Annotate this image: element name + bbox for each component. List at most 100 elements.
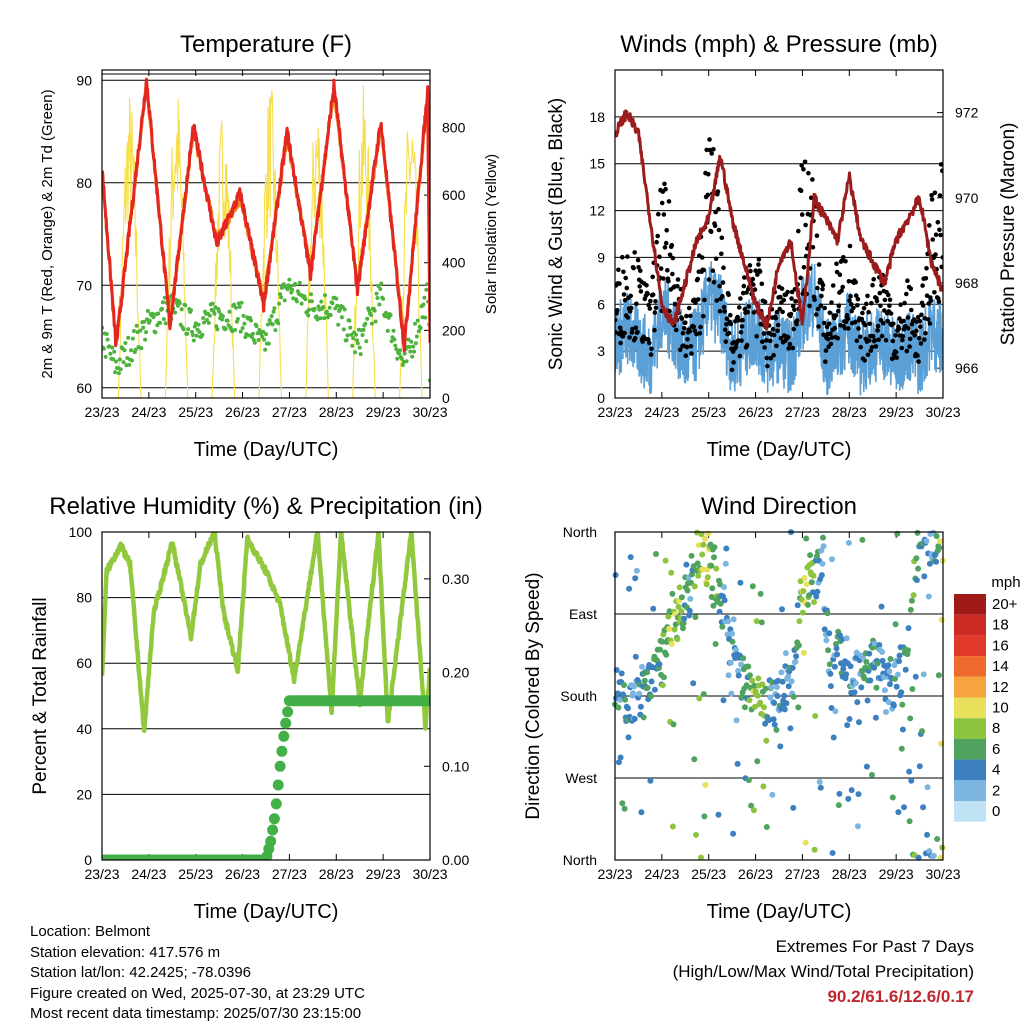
direction-point [686, 612, 693, 619]
dewpoint-point [161, 317, 166, 322]
gust-point [715, 189, 721, 194]
dewpoint-point [278, 292, 283, 297]
dewpoint-point [266, 341, 271, 346]
gust-point [647, 306, 653, 311]
direction-point [762, 685, 769, 692]
gust-point [785, 289, 790, 295]
location-text: Location: Belmont [30, 923, 151, 940]
dewpoint-point [243, 335, 248, 340]
y2-tick-label: 0.30 [442, 571, 469, 587]
gust-point [650, 292, 656, 298]
gust-point [740, 290, 746, 296]
gust-point [925, 317, 931, 322]
dewpoint-point [126, 335, 131, 340]
x-tick-label: 29/23 [879, 404, 914, 420]
direction-point [807, 552, 814, 559]
dewpoint-point [388, 313, 393, 318]
gust-point [770, 326, 776, 332]
y-tick-label: 70 [76, 277, 92, 293]
direction-point [811, 599, 817, 606]
gust-point [634, 301, 639, 307]
gust-point [873, 344, 879, 349]
dewpoint-point [271, 309, 276, 314]
dewpoint-point [342, 307, 347, 312]
plot-area [102, 532, 430, 860]
gust-point [759, 281, 765, 287]
gust-point [751, 310, 757, 315]
dewpoint-point [402, 351, 407, 356]
direction-point [926, 560, 933, 567]
gust-point [837, 272, 843, 278]
direction-point [738, 661, 744, 668]
direction-point [663, 651, 670, 658]
direction-point [830, 734, 837, 741]
dewpoint-point [351, 336, 356, 341]
direction-point [845, 539, 852, 546]
x-tick-label: 27/23 [785, 866, 820, 882]
direction-point [721, 597, 728, 604]
gust-point [894, 355, 899, 360]
gust-point [871, 277, 876, 282]
gust-point [878, 303, 883, 309]
dewpoint-point [105, 337, 110, 342]
gust-point [738, 330, 744, 335]
gust-point [793, 299, 798, 304]
dewpoint-point [238, 329, 243, 334]
dewpoint-point [339, 315, 344, 320]
gust-point [658, 266, 664, 271]
gust-point [834, 261, 839, 267]
solar-line [305, 127, 329, 398]
direction-point [621, 682, 627, 688]
direction-point [648, 693, 654, 700]
gust-point [829, 335, 835, 340]
direction-point [716, 608, 723, 615]
direction-point [919, 728, 925, 735]
gust-point [659, 200, 665, 206]
direction-point [881, 687, 888, 694]
gust-point [905, 315, 911, 320]
gust-point [754, 334, 759, 339]
dewpoint-point [375, 296, 380, 300]
gust-point [733, 344, 739, 350]
gust-point [852, 319, 858, 325]
gust-point [860, 310, 865, 316]
gust-point [798, 188, 804, 194]
gust-point [907, 336, 913, 342]
dewpoint-point [393, 343, 398, 348]
direction-point [823, 637, 830, 644]
gust-point [667, 252, 673, 258]
direction-point [728, 690, 735, 697]
gust-point [773, 315, 779, 321]
gust-point [616, 267, 621, 273]
y2-tick-label: 0.20 [442, 665, 469, 681]
gust-point [721, 304, 727, 310]
direction-point [666, 608, 673, 615]
direction-point [700, 691, 707, 698]
gust-point [726, 292, 731, 298]
dewpoint-point [104, 332, 109, 336]
gust-point [620, 254, 625, 260]
direction-point [864, 697, 871, 704]
gust-point [928, 298, 934, 304]
direction-point [775, 677, 782, 684]
gust-point [818, 303, 824, 309]
direction-point [687, 595, 694, 602]
gust-point [724, 316, 730, 322]
gust-point [663, 240, 669, 246]
direction-point [829, 556, 835, 563]
dewpoint-point [232, 302, 237, 307]
y-tick-label: 60 [76, 655, 92, 671]
gust-point [833, 313, 839, 318]
direction-point [893, 683, 900, 690]
wind-line [615, 261, 943, 396]
dewpoint-point [309, 299, 314, 304]
x-tick-label: 26/23 [738, 866, 773, 882]
direction-point [668, 569, 675, 576]
dewpoint-point [183, 303, 188, 308]
dewpoint-point [173, 310, 178, 315]
direction-point [790, 804, 797, 811]
direction-point [641, 677, 648, 684]
direction-point [863, 658, 870, 665]
dewpoint-point [397, 351, 402, 356]
dewpoint-point [147, 318, 152, 323]
